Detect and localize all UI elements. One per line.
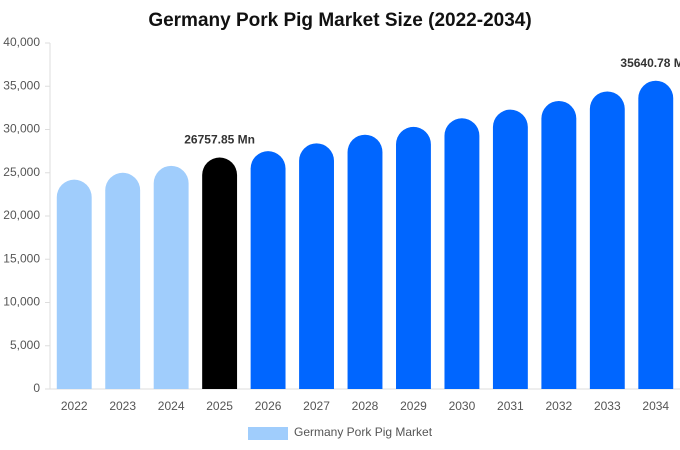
x-tick-label: 2032 bbox=[545, 399, 572, 413]
y-tick-label: 40,000 bbox=[3, 35, 40, 49]
chart-title: Germany Pork Pig Market Size (2022-2034) bbox=[148, 10, 531, 31]
x-tick-label: 2026 bbox=[255, 399, 282, 413]
bar bbox=[299, 143, 334, 389]
bar bbox=[444, 118, 480, 389]
y-tick-label: 25,000 bbox=[3, 165, 40, 179]
value-label: 35640.78 Mn bbox=[620, 56, 680, 70]
value-label: 26757.85 Mn bbox=[184, 133, 255, 147]
x-tick-label: 2031 bbox=[497, 399, 524, 413]
y-tick-label: 10,000 bbox=[3, 295, 40, 309]
bar bbox=[56, 179, 92, 389]
x-tick-label: 2028 bbox=[352, 399, 379, 413]
x-tick-label: 2023 bbox=[109, 399, 136, 413]
y-tick-label: 5,000 bbox=[10, 338, 40, 352]
bar bbox=[250, 151, 286, 389]
bar bbox=[202, 157, 238, 389]
y-tick-label: 35,000 bbox=[3, 78, 40, 92]
y-tick-label: 30,000 bbox=[3, 122, 40, 136]
x-tick-label: 2033 bbox=[594, 399, 621, 413]
bar bbox=[396, 126, 431, 389]
x-tick-label: 2027 bbox=[303, 399, 330, 413]
bar bbox=[638, 80, 674, 390]
x-tick-label: 2029 bbox=[400, 399, 427, 413]
bar bbox=[589, 91, 625, 390]
x-tick-label: 2030 bbox=[449, 399, 476, 413]
bar bbox=[153, 165, 189, 389]
bar bbox=[105, 172, 141, 389]
y-tick-label: 15,000 bbox=[3, 251, 40, 265]
x-tick-label: 2025 bbox=[206, 399, 233, 413]
x-tick-label: 2022 bbox=[61, 399, 88, 413]
y-tick-label: 20,000 bbox=[3, 208, 40, 222]
x-tick-label: 2024 bbox=[158, 399, 185, 413]
bar bbox=[347, 134, 383, 389]
bar bbox=[492, 109, 528, 389]
y-tick-label: 0 bbox=[33, 381, 40, 395]
x-tick-label: 2034 bbox=[642, 399, 669, 413]
legend-swatch bbox=[248, 427, 288, 440]
bar bbox=[541, 100, 577, 389]
legend-label: Germany Pork Pig Market bbox=[294, 425, 433, 439]
